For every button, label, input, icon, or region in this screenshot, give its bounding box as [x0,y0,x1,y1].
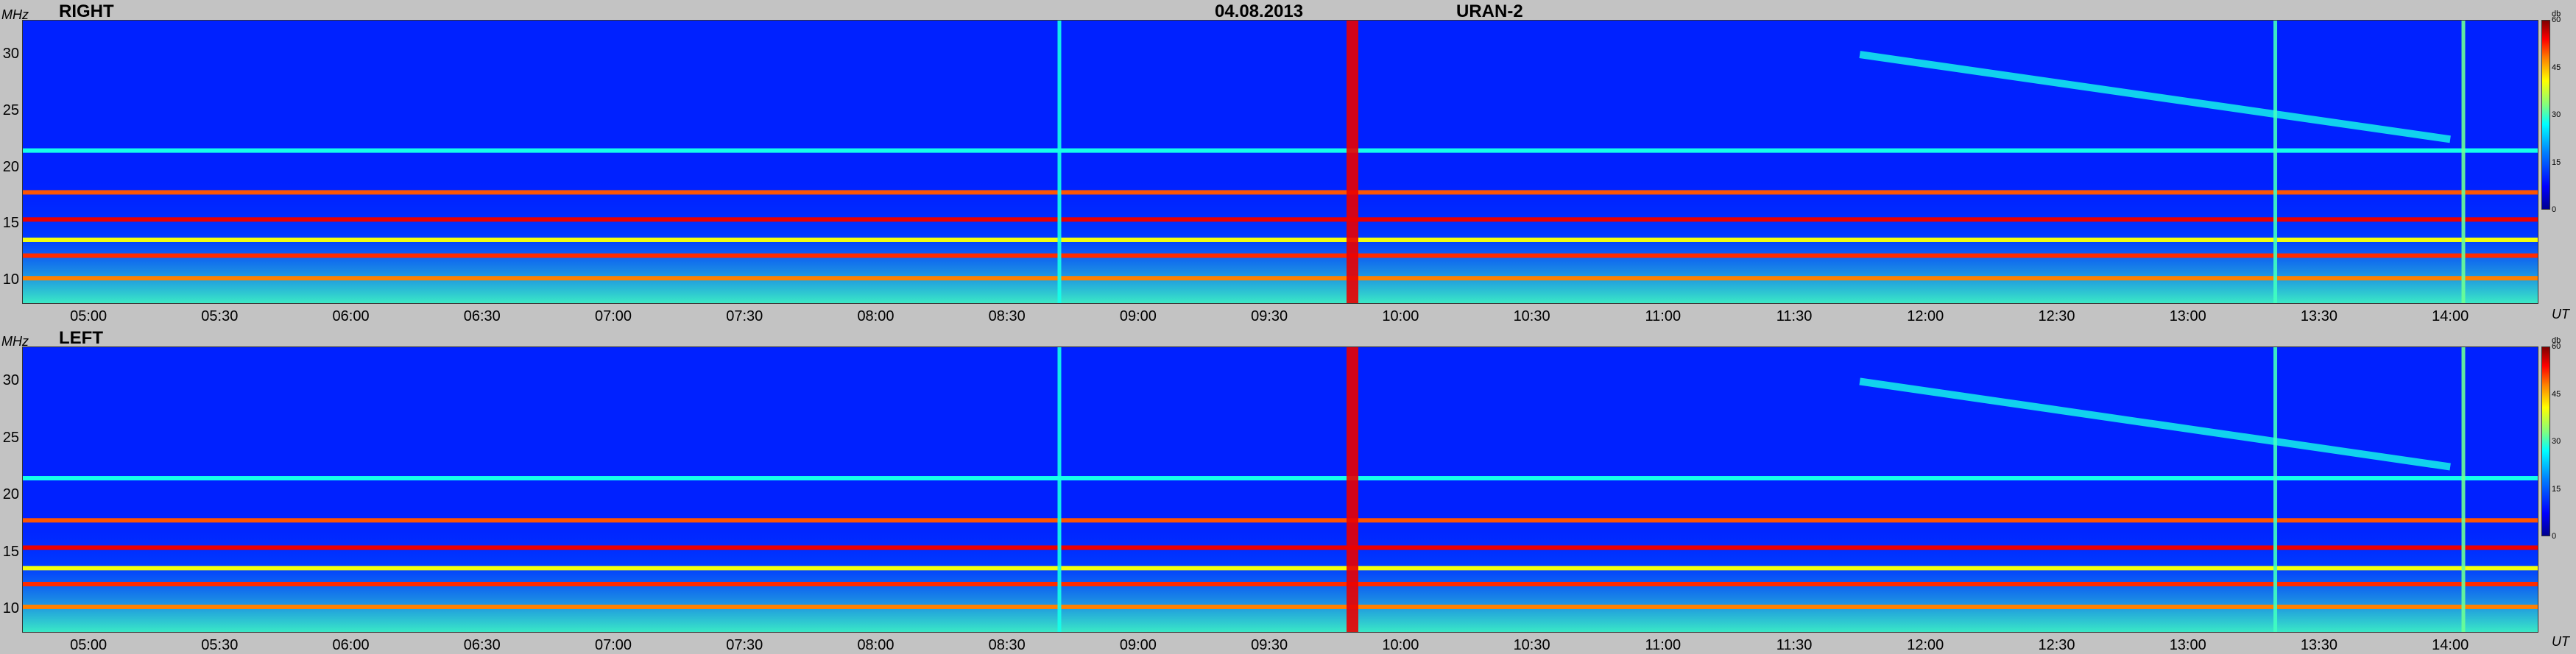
y-unit-label: MHz [1,334,29,349]
horizontal-band [23,518,2538,523]
colorbar-unit: db [2552,336,2561,345]
horizontal-band [23,253,2538,258]
x-tick-label: 07:00 [594,308,632,324]
x-tick-label: 08:00 [857,308,894,324]
colorbar-tick-label: 45 [2552,63,2561,72]
x-tick-label: 12:30 [2038,308,2075,324]
y-tick-label: 10 [2,600,19,617]
y-tick-label: 20 [2,486,19,503]
spectrogram-panel-left: LEFT MHz UT db 10 15 20 25 30 05:00 05:30 06:00… [0,327,2576,653]
y-tick-label: 30 [2,372,19,389]
vertical-burst [1057,21,1062,303]
x-tick-label: 11:00 [1645,637,1682,653]
vertical-burst [2273,347,2278,632]
horizontal-band [23,190,2538,195]
horizontal-band [23,566,2538,571]
spectrogram-panel-right: RIGHT MHz UT db 10 15 20 25 30 05:00 05:30 06:0… [1,1,2569,324]
x-unit-label: UT [2552,307,2569,321]
x-tick-label: 10:30 [1513,308,1550,324]
x-tick-label: 09:00 [1119,308,1157,324]
horizontal-band [23,604,2538,609]
colorbar [2541,346,2550,536]
x-tick-label: 08:30 [988,637,1026,653]
x-tick-label: 10:30 [1513,637,1550,653]
x-tick-label: 10:00 [1382,637,1419,653]
x-tick-label: 13:00 [2169,308,2206,324]
spectrogram-plot [22,346,2538,633]
horizontal-band [23,545,2538,550]
horizontal-band [23,148,2538,153]
colorbar-tick-label: 30 [2552,437,2561,446]
drifting-feature [1859,51,2451,143]
y-tick-label: 25 [2,429,19,446]
drifting-feature [1859,377,2451,471]
vertical-burst [2461,347,2466,632]
x-tick-label: 12:30 [2038,637,2075,653]
colorbar-tick-label: 60 [2552,342,2561,351]
colorbar-tick-label: 15 [2552,157,2561,167]
x-tick-label: 08:30 [988,308,1026,324]
x-unit-label: UT [2552,634,2569,649]
x-tick-label: 09:00 [1119,637,1157,653]
x-tick-label: 13:00 [2169,637,2206,653]
x-tick-label: 07:30 [726,637,763,653]
x-tick-label: 08:00 [857,637,894,653]
y-tick-label: 30 [2,46,19,63]
y-tick-label: 25 [2,102,19,118]
panel-label-left: LEFT [59,328,103,348]
x-tick-label: 09:30 [1251,308,1288,324]
horizontal-band [23,237,2538,242]
x-tick-label: 06:30 [463,637,501,653]
vertical-burst [1057,347,1062,632]
x-tick-label: 05:00 [70,308,107,324]
x-tick-label: 06:00 [332,308,370,324]
date-title: 04.08.2013 [1215,1,1304,21]
x-tick-label: 05:00 [70,637,107,653]
y-tick-label: 15 [2,215,19,232]
x-tick-label: 10:00 [1382,308,1419,324]
y-tick-label: 10 [2,271,19,288]
spectrogram-svg [23,347,2538,632]
colorbar-tick-label: 15 [2552,484,2561,494]
vertical-burst [1347,21,1359,303]
vertical-burst [1347,347,1359,632]
x-tick-label: 11:30 [1776,308,1813,324]
horizontal-band [23,217,2538,222]
y-tick-label: 20 [2,158,19,175]
horizontal-band [23,276,2538,281]
x-tick-label: 13:30 [2300,637,2337,653]
colorbar [2541,20,2550,210]
y-tick-label: 15 [2,543,19,560]
x-tick-label: 05:30 [201,308,239,324]
x-tick-label: 12:00 [1907,637,1944,653]
x-tick-label: 06:30 [463,308,501,324]
colorbar-tick-label: 0 [2552,205,2557,214]
spectrogram-svg [23,21,2538,303]
instrument-title: URAN-2 [1456,1,1523,21]
x-tick-label: 14:00 [2432,637,2469,653]
x-tick-label: 07:30 [726,308,763,324]
colorbar-tick-label: 0 [2552,532,2557,541]
vertical-burst [2273,21,2278,303]
panel-label-right: RIGHT [59,1,114,21]
x-tick-label: 12:00 [1907,308,1944,324]
x-tick-label: 09:30 [1251,637,1288,653]
x-tick-label: 06:00 [332,637,370,653]
colorbar-unit: db [2552,10,2561,18]
x-tick-label: 11:30 [1776,637,1813,653]
x-tick-label: 07:00 [594,637,632,653]
colorbar-tick-label: 60 [2552,15,2561,24]
spectrogram-plot [22,20,2538,304]
colorbar-tick-label: 30 [2552,110,2561,119]
horizontal-band [23,581,2538,586]
vertical-burst [2461,21,2466,303]
colorbar-tick-label: 45 [2552,389,2561,399]
x-tick-label: 11:00 [1645,308,1682,324]
y-unit-label: MHz [1,7,29,22]
x-tick-label: 05:30 [201,637,239,653]
x-tick-label: 14:00 [2432,308,2469,324]
x-tick-label: 13:30 [2300,308,2337,324]
horizontal-band [23,476,2538,481]
